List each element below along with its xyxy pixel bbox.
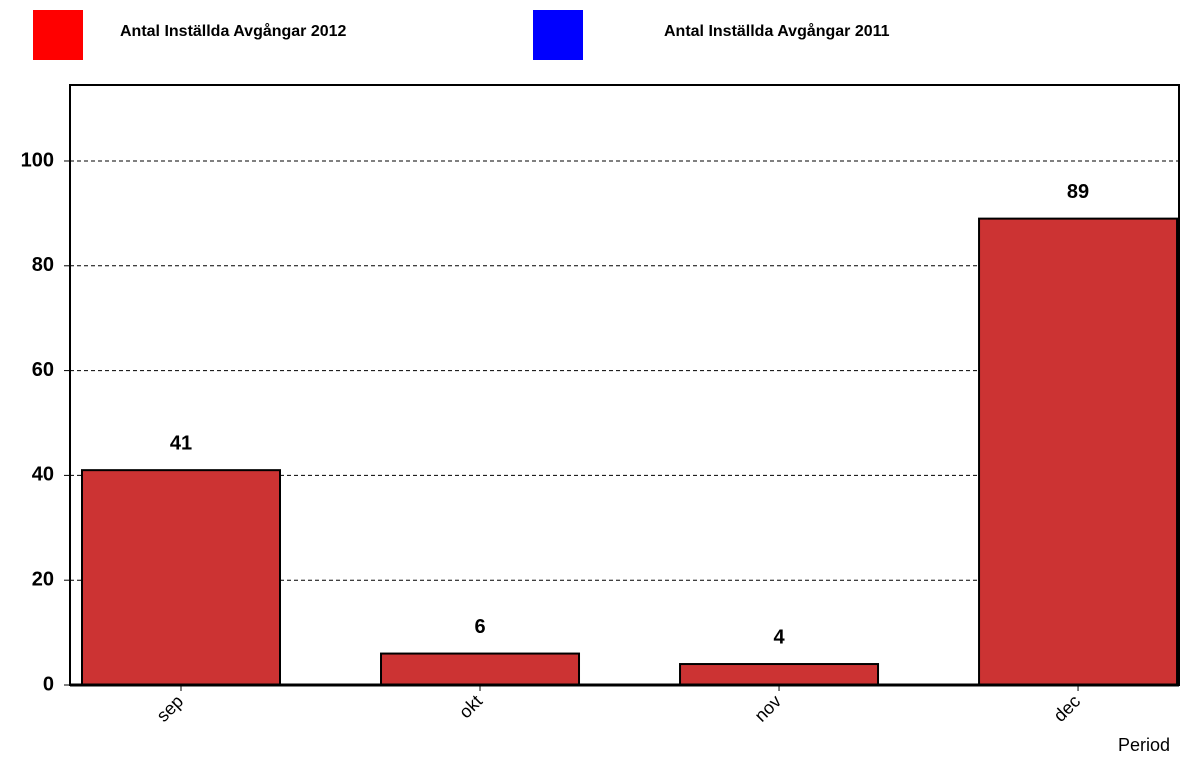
- legend-label: Antal Inställda Avgångar 2012: [120, 22, 347, 40]
- x-tick-label: dec: [1050, 691, 1085, 726]
- legend-swatch: [533, 10, 583, 60]
- bar: [679, 663, 880, 687]
- y-tick-label: 60: [32, 359, 54, 381]
- bar: [81, 469, 281, 686]
- x-axis-label: Period: [1118, 735, 1170, 755]
- x-tick-label: okt: [455, 691, 486, 722]
- value-label: 4: [773, 626, 785, 648]
- y-tick-label: 100: [21, 149, 54, 171]
- value-label: 6: [474, 616, 485, 638]
- y-tick-label: 80: [32, 254, 54, 276]
- x-tick-label: sep: [153, 691, 188, 726]
- bar: [978, 217, 1179, 686]
- y-tick-label: 20: [32, 568, 54, 590]
- y-tick-label: 40: [32, 464, 54, 486]
- value-label: 89: [1067, 181, 1089, 203]
- x-tick-label: nov: [751, 691, 786, 726]
- value-label: 41: [170, 432, 192, 454]
- legend-label: Antal Inställda Avgångar 2011: [664, 22, 890, 40]
- bar: [380, 652, 581, 687]
- legend-swatch: [33, 10, 83, 60]
- y-tick-label: 0: [43, 673, 54, 695]
